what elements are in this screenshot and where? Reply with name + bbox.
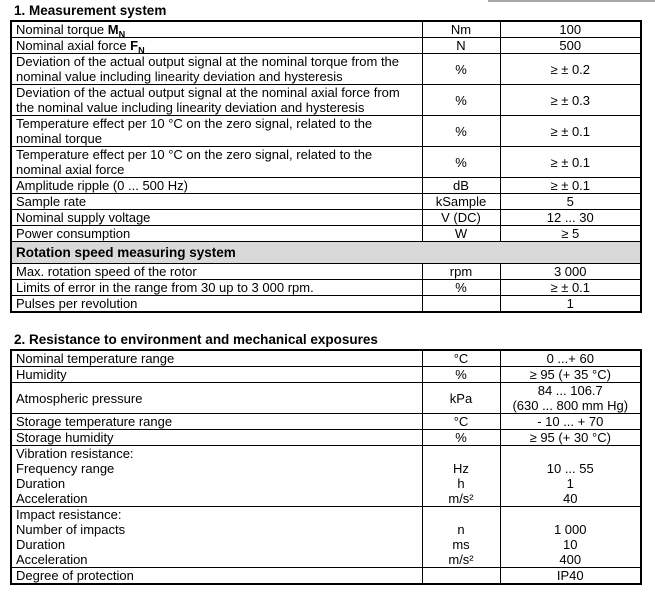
unit-cell: %	[421, 146, 501, 178]
section-band-row: Rotation speed measuring system	[10, 241, 642, 264]
value-cell: 100	[499, 20, 642, 38]
parameter-cell: Impact resistance: Number of impacts Durat…	[10, 506, 423, 568]
value-cell: ≥ 95 (+ 30 °C)	[499, 429, 642, 446]
value-cell: 1	[499, 295, 642, 313]
table-row: Atmospheric pressure kPa 84 ... 106.7 (630 …	[10, 382, 642, 414]
section1-title: 1. Measurement system	[14, 3, 167, 18]
table-row: Limits of error in the range from 30 up …	[10, 279, 642, 296]
table-row: Nominal axial force FN N 500	[10, 37, 642, 54]
unit-cell: %	[421, 84, 501, 116]
parameter-cell: Humidity	[10, 366, 423, 383]
parameter-cell: Deviation of the actual output signal at…	[10, 84, 423, 116]
parameter-cell: Storage temperature range	[10, 413, 423, 430]
value-cell: 5	[499, 193, 642, 210]
table-row: Storage humidity% ≥ 95 (+ 30 °C)	[10, 429, 642, 446]
unit-cell: rpm	[421, 263, 501, 280]
table-row: Power consumption W ≥ 5	[10, 225, 642, 242]
value-cell: ≥ ± 0.1	[499, 177, 642, 194]
parameter-cell: Storage humidity	[10, 429, 423, 446]
table-row: Degree of protection IP40	[10, 567, 642, 585]
parameter-cell: Power consumption	[10, 225, 423, 242]
unit-cell: N	[421, 37, 501, 54]
table-row: Max. rotation speed of the rotor rpm 3 000	[10, 263, 642, 280]
unit-cell: %	[421, 366, 501, 383]
unit-cell: W	[421, 225, 501, 242]
value-cell: 1 000 10 400	[499, 506, 642, 568]
value-cell: IP40	[499, 567, 642, 585]
value-cell: 0 ...+ 60	[499, 349, 642, 367]
environment-resistance-table: Nominal temperature range °C 0 ...+ 60 Humi…	[10, 349, 642, 585]
unit-cell: °C	[421, 413, 501, 430]
table-row: Nominal temperature range °C 0 ...+ 60	[10, 349, 642, 367]
table-row: Temperature effect per 10 °C on the zero…	[10, 115, 642, 147]
parameter-cell: Limits of error in the range from 30 up …	[10, 279, 423, 296]
table-row: Vibration resistance: Frequency range Dura…	[10, 445, 642, 507]
unit-cell: kPa	[421, 382, 501, 414]
table-row: Temperature effect per 10 °C on the zero…	[10, 146, 642, 178]
unit-cell: %	[421, 115, 501, 147]
parameter-cell: Nominal temperature range	[10, 349, 423, 367]
unit-cell: %	[421, 429, 501, 446]
value-cell: ≥ ± 0.1	[499, 279, 642, 296]
table-row: Storage temperature range °C - 10 ... + 70	[10, 413, 642, 430]
parameter-cell: Vibration resistance: Frequency range Dura…	[10, 445, 423, 507]
table-row: Pulses per revolution 1	[10, 295, 642, 313]
parameter-cell: Nominal torque MN	[10, 20, 423, 38]
table-row: Sample rate kSample 5	[10, 193, 642, 210]
parameter-cell: Temperature effect per 10 °C on the zero…	[10, 115, 423, 147]
section2-title: 2. Resistance to environment and mechani…	[14, 332, 378, 347]
parameter-cell: Degree of protection	[10, 567, 423, 585]
page-crop-artifact-line	[488, 0, 655, 2]
parameter-cell: Sample rate	[10, 193, 423, 210]
parameter-cell: Deviation of the actual output signal at…	[10, 53, 423, 85]
unit-cell: kSample	[421, 193, 501, 210]
value-cell: ≥ 95 (+ 35 °C)	[499, 366, 642, 383]
unit-cell: %	[421, 279, 501, 296]
value-cell: 84 ... 106.7 (630 ... 800 mm Hg)	[499, 382, 642, 414]
value-cell: ≥ ± 0.3	[499, 84, 642, 116]
value-cell: ≥ ± 0.1	[499, 146, 642, 178]
parameter-cell: Max. rotation speed of the rotor	[10, 263, 423, 280]
value-cell: 500	[499, 37, 642, 54]
value-cell: 10 ... 55 1 40	[499, 445, 642, 507]
table-row: Nominal supply voltage V (DC) 12 ... 30	[10, 209, 642, 226]
table-row: Nominal torque MN Nm 100	[10, 20, 642, 38]
parameter-cell: Pulses per revolution	[10, 295, 423, 313]
table-row: Humidity% ≥ 95 (+ 35 °C)	[10, 366, 642, 383]
section-band-label: Rotation speed measuring system	[10, 241, 642, 264]
unit-cell: dB	[421, 177, 501, 194]
measurement-system-table: Nominal torque MN Nm 100 Nominal axial forc…	[10, 20, 642, 313]
value-cell: 12 ... 30	[499, 209, 642, 226]
table-row: Impact resistance: Number of impacts Durat…	[10, 506, 642, 568]
unit-cell	[421, 295, 501, 313]
table-row: Deviation of the actual output signal at…	[10, 53, 642, 85]
parameter-cell: Amplitude ripple (0 ... 500 Hz)	[10, 177, 423, 194]
unit-cell: °C	[421, 349, 501, 367]
unit-cell: %	[421, 53, 501, 85]
table-row: Deviation of the actual output signal at…	[10, 84, 642, 116]
value-cell: ≥ ± 0.1	[499, 115, 642, 147]
unit-cell: Nm	[421, 20, 501, 38]
value-cell: ≥ 5	[499, 225, 642, 242]
parameter-cell: Nominal supply voltage	[10, 209, 423, 226]
value-cell: ≥ ± 0.2	[499, 53, 642, 85]
unit-cell: n ms m/s²	[421, 506, 501, 568]
value-cell: - 10 ... + 70	[499, 413, 642, 430]
unit-cell: Hz h m/s²	[421, 445, 501, 507]
unit-cell: V (DC)	[421, 209, 501, 226]
value-cell: 3 000	[499, 263, 642, 280]
table-row: Amplitude ripple (0 ... 500 Hz) dB ≥ ± 0.1	[10, 177, 642, 194]
parameter-cell: Temperature effect per 10 °C on the zero…	[10, 146, 423, 178]
unit-cell	[421, 567, 501, 585]
parameter-cell: Nominal axial force FN	[10, 37, 423, 54]
parameter-cell: Atmospheric pressure	[10, 382, 423, 414]
